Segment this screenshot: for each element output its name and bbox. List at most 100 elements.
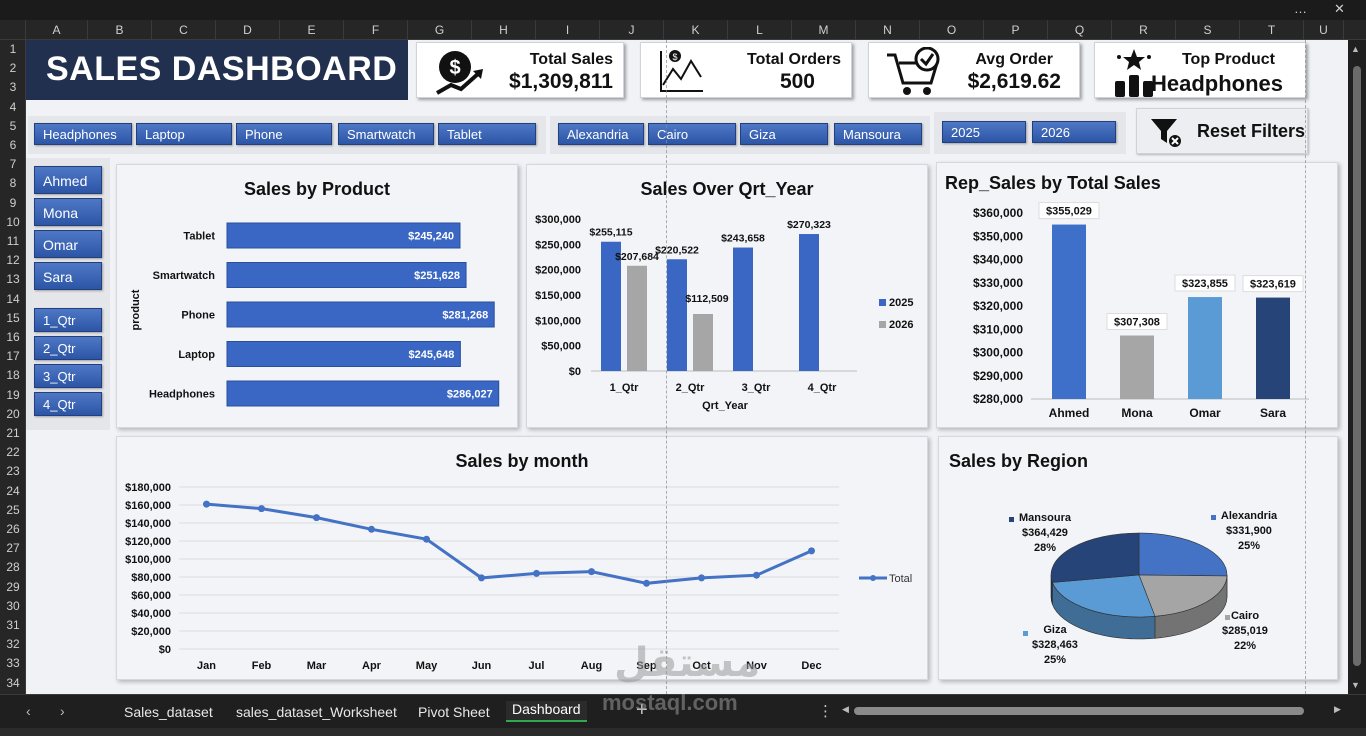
row-header[interactable]: 2: [9, 61, 17, 76]
add-sheet-icon[interactable]: +: [636, 699, 648, 721]
row-header[interactable]: 8: [9, 176, 17, 191]
row-header[interactable]: 27: [6, 541, 20, 556]
row-header[interactable]: 31: [6, 618, 20, 632]
slicer-region-mansoura[interactable]: Mansoura: [834, 123, 922, 145]
row-header[interactable]: 9: [9, 195, 17, 210]
row-header[interactable]: 32: [6, 637, 20, 652]
column-header[interactable]: C: [152, 20, 216, 40]
slicer-rep-ahmed[interactable]: Ahmed: [34, 166, 102, 194]
slicer-region-cairo[interactable]: Cairo: [648, 123, 736, 145]
column-header[interactable]: L: [728, 20, 792, 40]
row-header[interactable]: 16: [6, 330, 20, 344]
row-header[interactable]: 23: [6, 464, 20, 479]
row-header[interactable]: 28: [6, 560, 20, 575]
column-header[interactable]: D: [216, 20, 280, 40]
reset-filters-button[interactable]: Reset Filters: [1136, 108, 1308, 154]
row-header[interactable]: 1: [9, 42, 17, 56]
row-header[interactable]: 4: [9, 99, 17, 114]
row-header[interactable]: 5: [9, 118, 17, 133]
chart-title: Sales by Product: [243, 179, 391, 199]
chart-sales-by-region[interactable]: Sales by Region Alexandria $331,900 25% Cai…: [938, 436, 1338, 680]
column-header[interactable]: H: [472, 20, 536, 40]
tab-pivot-sheet[interactable]: Pivot Sheet: [418, 704, 490, 720]
column-header[interactable]: R: [1112, 20, 1176, 40]
row-header[interactable]: 19: [6, 387, 20, 402]
next-sheet-icon[interactable]: ›: [60, 703, 65, 719]
slicer-year-2026[interactable]: 2026: [1032, 121, 1116, 143]
scroll-down-icon[interactable]: ▼: [1351, 680, 1360, 690]
chart-sales-by-product[interactable]: Sales by Product product Tablet $245,240 Sm…: [116, 164, 518, 428]
vertical-scroll-thumb[interactable]: [1353, 66, 1361, 666]
chart-sales-by-month[interactable]: Sales by month $0 $20,000 $40,000 $60,000 $8…: [116, 436, 928, 680]
horizontal-scrollbar[interactable]: ◀ ▶: [840, 704, 1348, 718]
row-header[interactable]: 13: [6, 272, 20, 287]
column-header[interactable]: P: [984, 20, 1048, 40]
row-header[interactable]: 7: [9, 157, 17, 172]
column-header[interactable]: A: [26, 20, 88, 40]
slicer-product-laptop[interactable]: Laptop: [136, 123, 232, 145]
row-header[interactable]: 34: [6, 675, 20, 690]
slicer-rep-sara[interactable]: Sara: [34, 262, 102, 290]
horizontal-scroll-thumb[interactable]: [854, 707, 1304, 715]
slicer-qtr-4[interactable]: 4_Qtr: [34, 392, 102, 416]
vertical-scrollbar[interactable]: ▲ ▼: [1348, 40, 1366, 694]
column-header[interactable]: J: [600, 20, 664, 40]
column-header[interactable]: S: [1176, 20, 1240, 40]
row-header[interactable]: 30: [6, 598, 20, 613]
column-header[interactable]: U: [1304, 20, 1344, 40]
scroll-right-icon[interactable]: ▶: [1334, 704, 1341, 714]
column-header[interactable]: N: [856, 20, 920, 40]
slicer-rep-omar[interactable]: Omar: [34, 230, 102, 258]
scroll-left-icon[interactable]: ◀: [842, 704, 849, 714]
more-options-icon[interactable]: …: [1294, 1, 1307, 16]
row-header[interactable]: 10: [6, 214, 20, 229]
row-header[interactable]: 12: [6, 253, 20, 268]
column-header[interactable]: O: [920, 20, 984, 40]
close-window-icon[interactable]: ✕: [1334, 1, 1345, 16]
row-header[interactable]: 26: [6, 522, 20, 536]
column-header[interactable]: B: [88, 20, 152, 40]
row-header[interactable]: 20: [6, 406, 20, 421]
slicer-qtr-2[interactable]: 2_Qtr: [34, 336, 102, 360]
row-header[interactable]: 29: [6, 579, 20, 594]
row-header[interactable]: 33: [6, 656, 20, 671]
slicer-product-tablet[interactable]: Tablet: [438, 123, 536, 145]
sheet-options-icon[interactable]: ⋮: [818, 703, 833, 720]
row-header[interactable]: 11: [6, 234, 20, 248]
column-header[interactable]: T: [1240, 20, 1304, 40]
slicer-product-headphones[interactable]: Headphones: [34, 123, 132, 145]
row-header[interactable]: 24: [6, 483, 20, 498]
slicer-rep-mona[interactable]: Mona: [34, 198, 102, 226]
row-header[interactable]: 25: [6, 502, 20, 517]
slicer-qtr-3[interactable]: 3_Qtr: [34, 364, 102, 388]
column-header[interactable]: E: [280, 20, 344, 40]
row-header[interactable]: 18: [6, 368, 20, 383]
row-header[interactable]: 3: [9, 80, 17, 95]
row-header[interactable]: 6: [9, 138, 17, 152]
chart-rep-sales[interactable]: Rep_Sales by Total Sales $280,000 $290,00…: [936, 162, 1338, 428]
column-header[interactable]: G: [408, 20, 472, 40]
prev-sheet-icon[interactable]: ‹: [26, 703, 31, 719]
column-header[interactable]: K: [664, 20, 728, 40]
column-header[interactable]: Q: [1048, 20, 1112, 40]
chart-sales-over-qtr-year[interactable]: Sales Over Qrt_Year $0 $50,000 $100,000 $15…: [526, 164, 928, 428]
row-header[interactable]: 17: [6, 349, 20, 364]
row-header[interactable]: 14: [6, 291, 20, 306]
column-header[interactable]: M: [792, 20, 856, 40]
row-header[interactable]: 21: [6, 426, 20, 440]
column-header[interactable]: F: [344, 20, 408, 40]
column-header[interactable]: I: [536, 20, 600, 40]
slicer-year-2025[interactable]: 2025: [942, 121, 1026, 143]
row-header[interactable]: 15: [6, 310, 20, 325]
slicer-product-phone[interactable]: Phone: [236, 123, 332, 145]
slicer-qtr-1[interactable]: 1_Qtr: [34, 308, 102, 332]
tab-sales-dataset[interactable]: Sales_dataset: [124, 704, 213, 720]
row-header[interactable]: 22: [6, 445, 20, 460]
scroll-up-icon[interactable]: ▲: [1351, 44, 1360, 54]
slicer-product-smartwatch[interactable]: Smartwatch: [338, 123, 434, 145]
slicer-region-alexandria[interactable]: Alexandria: [558, 123, 644, 145]
select-all-corner[interactable]: [0, 20, 26, 40]
tab-dashboard[interactable]: Dashboard: [506, 701, 587, 722]
slicer-region-giza[interactable]: Giza: [740, 123, 828, 145]
tab-sales-dataset-worksheet[interactable]: sales_dataset_Worksheet: [236, 704, 397, 720]
